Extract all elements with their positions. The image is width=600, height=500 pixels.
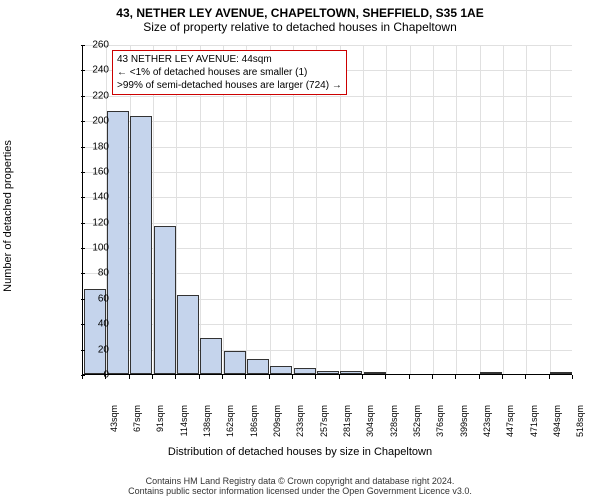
bar (130, 116, 152, 374)
annotation-line1: 43 NETHER LEY AVENUE: 44sqm (117, 53, 342, 66)
bar (247, 359, 269, 374)
annotation-line3: >99% of semi-detached houses are larger … (117, 79, 342, 92)
annotation-box: 43 NETHER LEY AVENUE: 44sqm ← <1% of det… (112, 50, 347, 95)
x-axis-label: Distribution of detached houses by size … (168, 446, 432, 458)
x-tick-label: 43sqm (109, 405, 119, 455)
x-tick-label: 399sqm (459, 405, 469, 455)
bar (224, 351, 246, 374)
bar (154, 226, 176, 375)
bar (480, 372, 502, 374)
chart-area: 02040608010012014016018020022024026043sq… (52, 45, 572, 405)
x-tick-label: 423sqm (482, 405, 492, 455)
x-tick-label: 518sqm (575, 405, 585, 455)
bar (177, 295, 199, 374)
x-tick-label: 471sqm (529, 405, 539, 455)
bar (270, 366, 292, 374)
bar (364, 372, 386, 374)
bar (550, 372, 572, 374)
x-tick-label: 447sqm (505, 405, 515, 455)
attribution: Contains HM Land Registry data © Crown c… (0, 476, 600, 496)
x-tick-label: 376sqm (435, 405, 445, 455)
bar (107, 111, 129, 374)
y-axis-label: Number of detached properties (2, 140, 14, 292)
x-tick-label: 67sqm (132, 405, 142, 455)
bar (294, 368, 316, 374)
main-title: 43, NETHER LEY AVENUE, CHAPELTOWN, SHEFF… (0, 6, 600, 20)
subtitle: Size of property relative to detached ho… (0, 20, 600, 34)
annotation-line2: ← <1% of detached houses are smaller (1) (117, 66, 342, 79)
bar (317, 371, 339, 374)
bar (340, 371, 362, 374)
x-tick-label: 91sqm (155, 405, 165, 455)
bar (200, 338, 222, 374)
x-tick-label: 494sqm (552, 405, 562, 455)
